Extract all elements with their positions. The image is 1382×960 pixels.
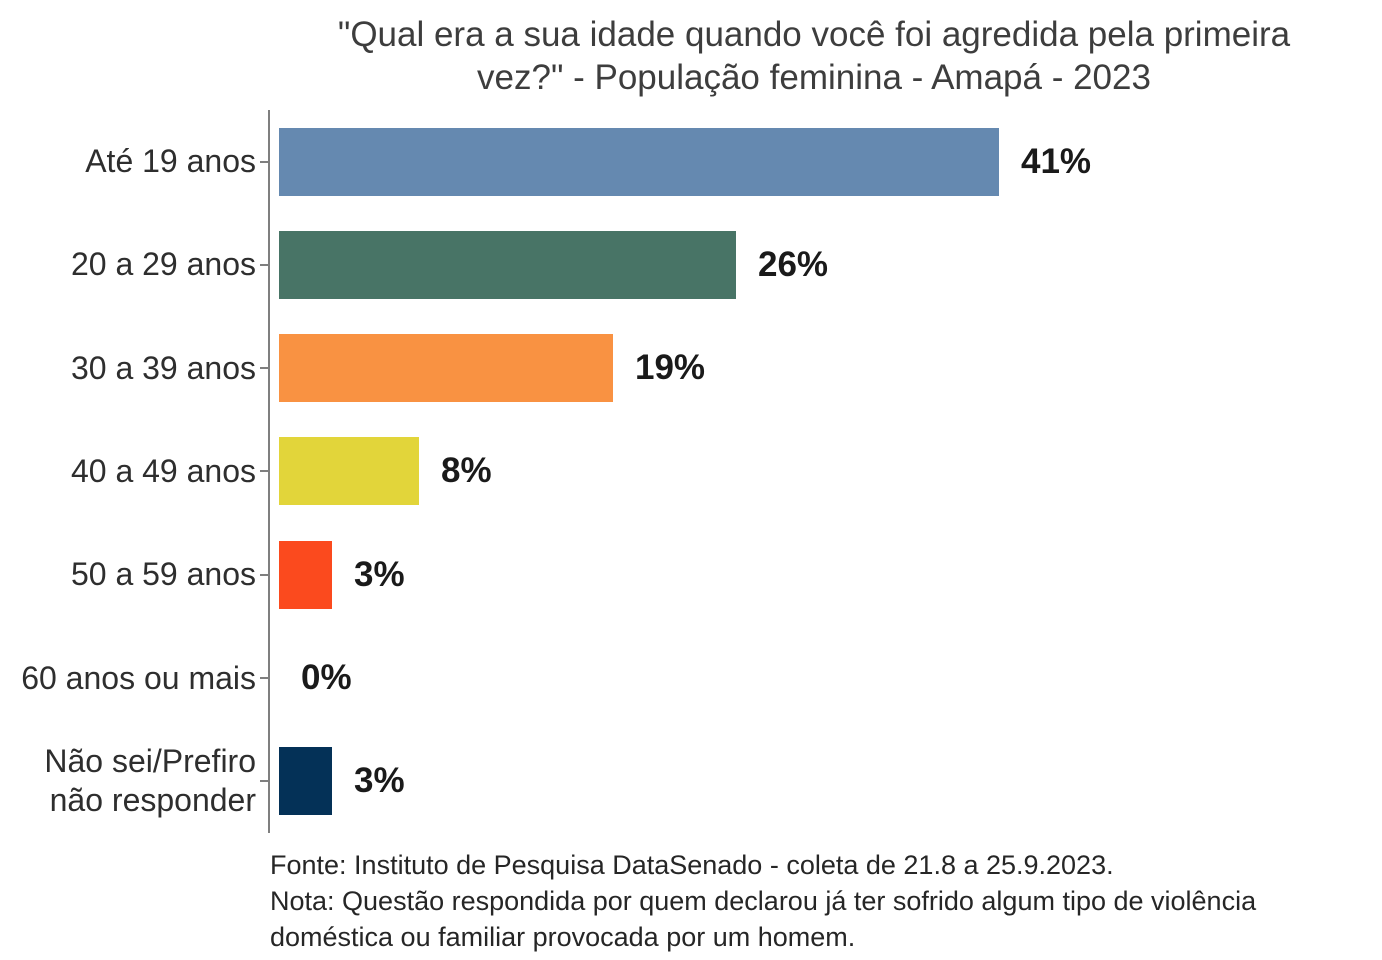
bar <box>279 540 332 609</box>
bar-row: 60 anos ou mais 0% <box>0 626 1382 729</box>
bar-row: 20 a 29 anos 26% <box>0 213 1382 316</box>
category-label: 40 a 49 anos <box>0 420 268 523</box>
bar <box>279 127 999 196</box>
axis-tick <box>260 367 268 370</box>
y-axis-line <box>268 110 270 833</box>
note-line-2: doméstica ou familiar provocada por um h… <box>270 922 856 952</box>
source-note: Fonte: Instituto de Pesquisa DataSenado … <box>270 850 1114 880</box>
axis-tick <box>260 677 268 680</box>
footnote: Fonte: Instituto de Pesquisa DataSenado … <box>270 847 1382 955</box>
bar <box>279 747 332 816</box>
value-label: 26% <box>758 244 829 284</box>
axis-tick <box>260 573 268 576</box>
chart-title: "Qual era a sua idade quando você foi ag… <box>250 0 1378 110</box>
axis-tick <box>260 263 268 266</box>
category-label: 60 anos ou mais <box>0 626 268 729</box>
category-label-text: Até 19 anos <box>85 143 256 180</box>
chart-title-line-1: "Qual era a sua idade quando você foi ag… <box>337 15 1291 54</box>
axis-tick <box>260 470 268 473</box>
value-label: 3% <box>354 554 405 594</box>
bar <box>279 230 736 299</box>
note-line-1: Nota: Questão respondida por quem declar… <box>270 886 1257 916</box>
category-label-text: 60 anos ou mais <box>21 659 256 696</box>
category-label: Até 19 anos <box>0 110 268 213</box>
bar-row: 40 a 49 anos 8% <box>0 420 1382 523</box>
value-label: 8% <box>441 451 492 491</box>
bar-row: 30 a 39 anos 19% <box>0 317 1382 420</box>
category-label: 30 a 39 anos <box>0 317 268 420</box>
category-label: Não sei/Prefiro não responder <box>0 730 268 833</box>
bar-cell: 3% <box>270 730 405 833</box>
category-label-text: 30 a 39 anos <box>70 349 256 386</box>
rows: Até 19 anos 41% 20 a 29 anos 26% 30 a 39… <box>0 110 1382 833</box>
value-label: 3% <box>354 761 405 801</box>
value-label: 0% <box>301 658 352 698</box>
category-label-text: 20 a 29 anos <box>70 246 256 283</box>
bar-cell: 8% <box>270 420 492 523</box>
value-label: 41% <box>1021 141 1092 181</box>
bar <box>279 334 613 403</box>
bar-cell: 3% <box>270 523 405 626</box>
chart-title-line-2: vez?" - População feminina - Amapá - 202… <box>477 58 1151 97</box>
value-label: 19% <box>635 348 706 388</box>
category-label: 20 a 29 anos <box>0 213 268 316</box>
bar-row: Não sei/Prefiro não responder 3% <box>0 730 1382 833</box>
axis-tick <box>260 160 268 163</box>
category-label: 50 a 59 anos <box>0 523 268 626</box>
bar-row: Até 19 anos 41% <box>0 110 1382 213</box>
category-label-text: 40 a 49 anos <box>70 452 256 489</box>
bar-cell: 26% <box>270 213 828 316</box>
plot-area: Até 19 anos 41% 20 a 29 anos 26% 30 a 39… <box>0 110 1382 833</box>
bar-row: 50 a 59 anos 3% <box>0 523 1382 626</box>
axis-tick <box>260 780 268 783</box>
bar <box>279 437 419 506</box>
bar-cell: 41% <box>270 110 1091 213</box>
bar-cell: 19% <box>270 317 705 420</box>
category-label-text: Não sei/Prefiro não responder <box>44 743 256 819</box>
category-label-text: 50 a 59 anos <box>70 556 256 593</box>
bar-cell: 0% <box>270 626 352 729</box>
